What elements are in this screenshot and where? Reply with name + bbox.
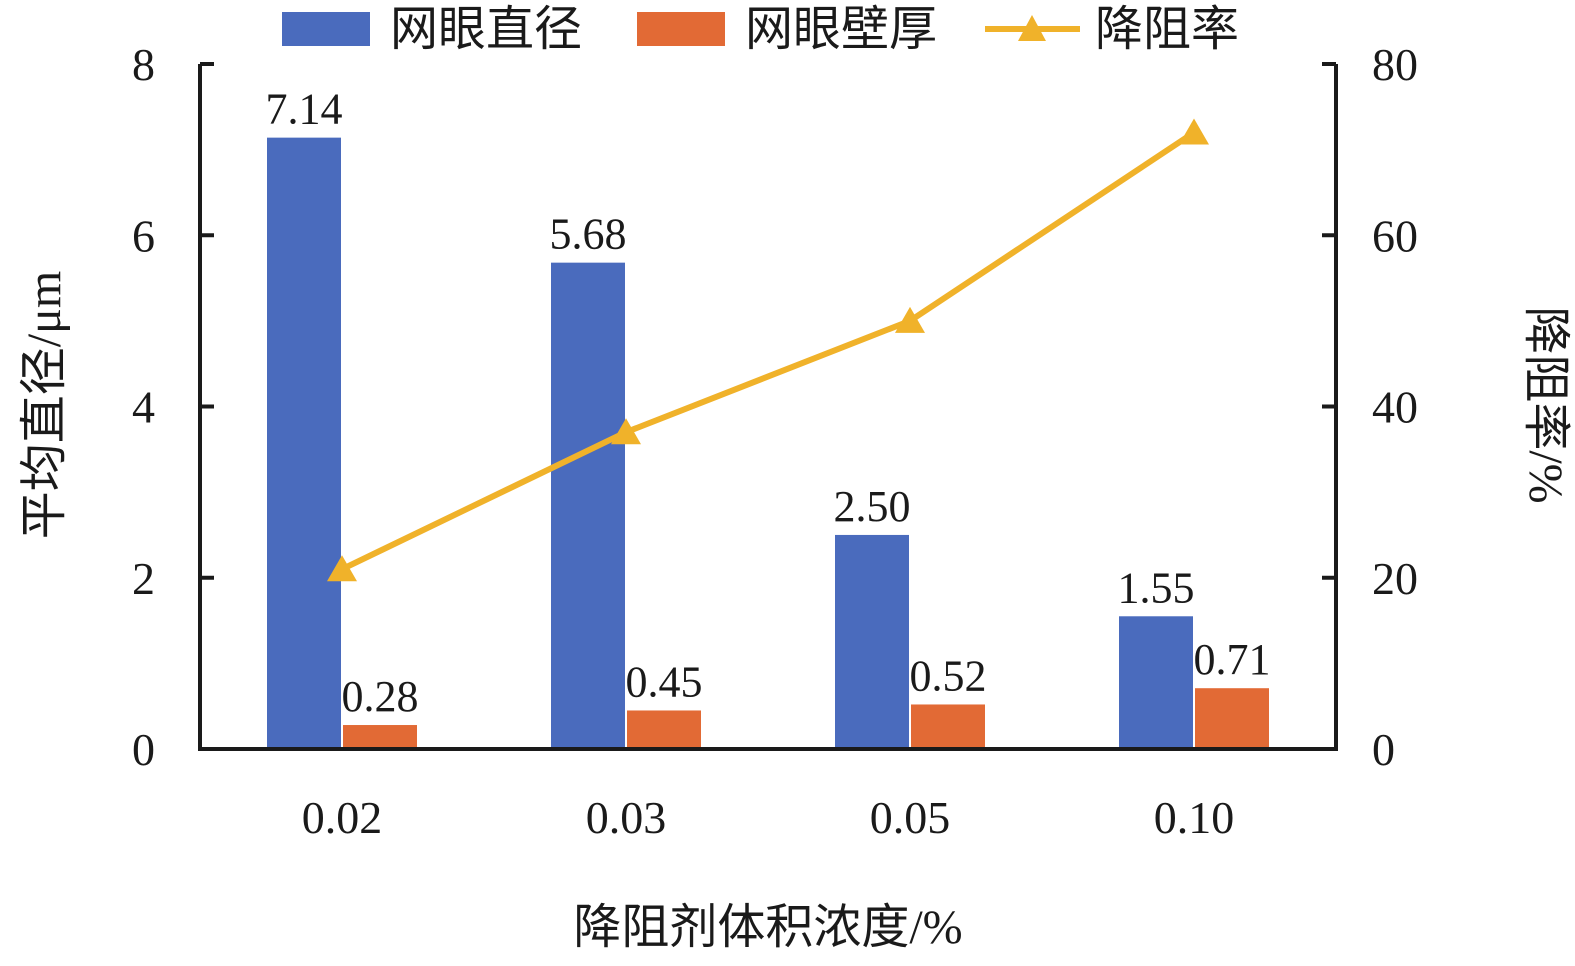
- line-marker-2: [895, 306, 925, 333]
- y2-tick-label-1: 20: [1372, 553, 1418, 604]
- x-tick-label-1: 0.03: [586, 792, 667, 843]
- line-marker-3: [1179, 118, 1209, 145]
- data-label-2-1: 0.45: [626, 657, 703, 706]
- y-tick-label-1: 2: [132, 553, 155, 604]
- bar-2-2: [911, 704, 985, 749]
- bar-1-2: [835, 534, 909, 749]
- bar-1-0: [267, 137, 341, 749]
- legend-swatch-marker: [1018, 15, 1046, 41]
- y2-axis-title: 降阻率/%: [1519, 306, 1572, 503]
- y2-tick-label-2: 40: [1372, 382, 1418, 433]
- bar-1-1: [551, 262, 625, 749]
- legend-swatch-bar2: [637, 12, 725, 46]
- line-series-path: [340, 129, 1196, 572]
- line-marker-1: [611, 418, 641, 445]
- y-tick-label-2: 4: [132, 382, 155, 433]
- x-axis-title: 降阻剂体积浓度/%: [573, 901, 962, 954]
- legend-label-line: 降阻率: [1095, 3, 1239, 56]
- x-tick-label-0: 0.02: [302, 792, 383, 843]
- plot-area: 7.145.682.501.550.28 0.45 0.52 0.7102468020…: [132, 39, 1418, 843]
- x-tick-label-2: 0.05: [870, 792, 951, 843]
- y-tick-label-0: 0: [132, 724, 155, 775]
- y-tick-label-3: 6: [132, 210, 155, 261]
- data-label-2-2: 0.52: [910, 651, 987, 700]
- data-label-2-0: 0.28: [342, 672, 419, 721]
- bar-2-0: [343, 725, 417, 749]
- data-label-1-0: 7.14: [266, 85, 343, 134]
- data-label-2-3: 0.71: [1194, 635, 1271, 684]
- data-label-1-2: 2.50: [834, 482, 911, 531]
- y-axis-title: 平均直径/μm: [18, 271, 71, 539]
- legend-label-bar1: 网眼直径: [390, 3, 582, 56]
- bar-2-3: [1195, 688, 1269, 749]
- y-tick-label-4: 8: [132, 39, 155, 90]
- x-tick-label-3: 0.10: [1154, 792, 1235, 843]
- line-marker-0: [327, 555, 357, 582]
- data-label-1-3: 1.55: [1118, 563, 1195, 612]
- y2-tick-label-3: 60: [1372, 210, 1418, 261]
- data-label-1-1: 5.68: [550, 210, 627, 259]
- legend: 网眼直径 网眼壁厚 降阻率: [282, 3, 1239, 56]
- legend-label-bar2: 网眼壁厚: [745, 3, 937, 56]
- bar-2-1: [627, 710, 701, 749]
- legend-swatch-bar1: [282, 12, 370, 46]
- y2-tick-label-4: 80: [1372, 39, 1418, 90]
- bar-1-3: [1119, 616, 1193, 749]
- y2-tick-label-0: 0: [1372, 724, 1395, 775]
